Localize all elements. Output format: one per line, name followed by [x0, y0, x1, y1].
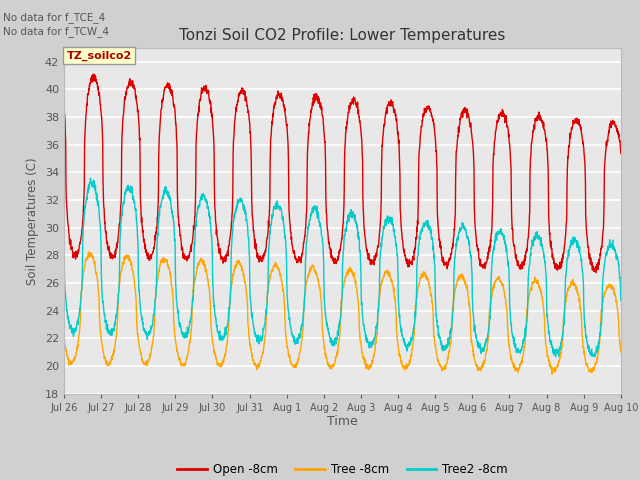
Text: No data for f_TCW_4: No data for f_TCW_4 [3, 26, 109, 37]
Tree2 -8cm [316, 221, 324, 227]
Tree -8cm [89, 256, 97, 262]
X-axis label: Time: Time [327, 415, 358, 429]
Tree -8cm [602, 289, 609, 295]
Tree -8cm [601, 289, 609, 295]
Tree2 -8cm [552, 354, 559, 360]
Y-axis label: Soil Temperatures (C): Soil Temperatures (C) [26, 157, 39, 285]
Open -8cm [90, 72, 97, 77]
Legend: Open -8cm, Tree -8cm, Tree2 -8cm: Open -8cm, Tree -8cm, Tree2 -8cm [173, 458, 512, 480]
Tree2 -8cm [601, 259, 609, 265]
Tree -8cm [60, 336, 68, 342]
Tree -8cm [316, 288, 324, 294]
Line: Tree2 -8cm: Tree2 -8cm [64, 178, 621, 357]
Tree2 -8cm [499, 231, 506, 237]
Open -8cm [88, 79, 96, 84]
Tree -8cm [548, 372, 556, 377]
Open -8cm [60, 103, 68, 108]
Tree -8cm [331, 359, 339, 365]
Tree2 -8cm [331, 336, 339, 342]
Open -8cm [499, 109, 506, 115]
Open -8cm [617, 151, 625, 156]
Open -8cm [331, 257, 339, 263]
Tree2 -8cm [89, 179, 97, 185]
Tree2 -8cm [86, 175, 94, 181]
Tree2 -8cm [60, 251, 68, 257]
Open -8cm [602, 156, 609, 162]
Open -8cm [593, 270, 600, 276]
Tree -8cm [499, 284, 506, 289]
Tree -8cm [617, 349, 625, 355]
Text: TZ_soilco2: TZ_soilco2 [67, 50, 132, 60]
Text: No data for f_TCE_4: No data for f_TCE_4 [3, 12, 106, 23]
Tree -8cm [85, 249, 93, 255]
Tree2 -8cm [602, 256, 609, 262]
Line: Tree -8cm: Tree -8cm [64, 252, 621, 374]
Line: Open -8cm: Open -8cm [64, 74, 621, 273]
Open -8cm [601, 158, 609, 164]
Title: Tonzi Soil CO2 Profile: Lower Temperatures: Tonzi Soil CO2 Profile: Lower Temperatur… [179, 28, 506, 43]
Tree2 -8cm [617, 298, 625, 303]
Open -8cm [316, 105, 324, 110]
